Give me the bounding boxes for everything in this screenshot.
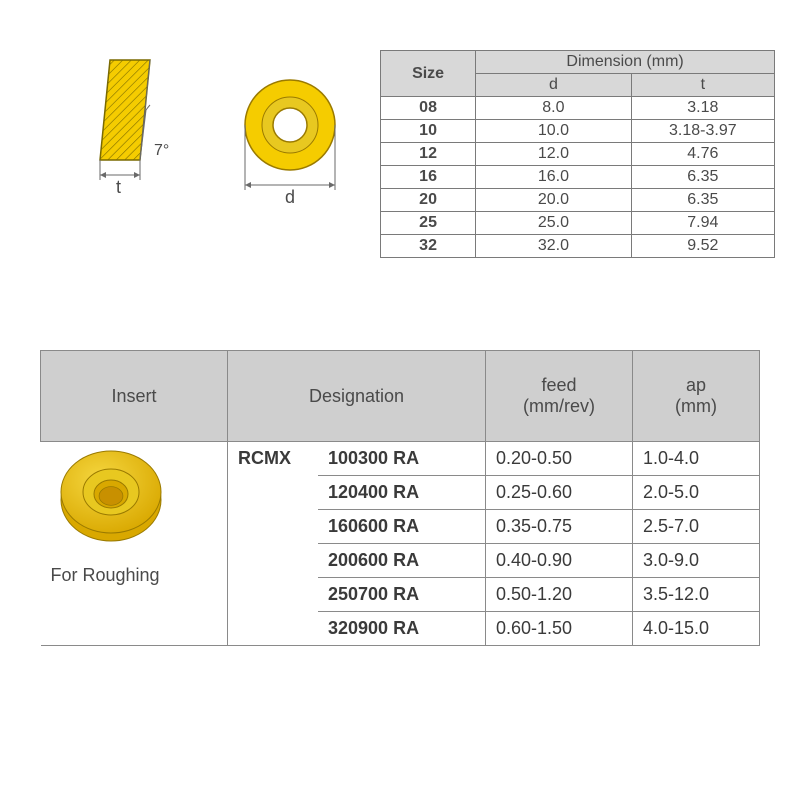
insert-caption: For Roughing [51, 565, 218, 586]
d-cell: 8.0 [476, 97, 632, 120]
header-dim: Dimension (mm) [476, 51, 775, 74]
table-header-row: Size Dimension (mm) [381, 51, 775, 74]
header-designation: Designation [228, 351, 486, 442]
table-row: 088.03.18 [381, 97, 775, 120]
ap-cell: 2.5-7.0 [633, 510, 760, 544]
t-label: t [116, 177, 121, 197]
round-insert-icon [51, 448, 171, 548]
table-row: 3232.09.52 [381, 235, 775, 258]
size-cell: 25 [381, 212, 476, 235]
header-ap: ap (mm) [633, 351, 760, 442]
insert-header-row: Insert Designation feed (mm/rev) ap (mm) [41, 351, 760, 442]
d-cell: 12.0 [476, 143, 632, 166]
feed-cell: 0.25-0.60 [486, 476, 633, 510]
size-cell: 32 [381, 235, 476, 258]
t-cell: 4.76 [631, 143, 774, 166]
feed-cell: 0.20-0.50 [486, 442, 633, 476]
insert-table: Insert Designation feed (mm/rev) ap (mm)… [40, 350, 760, 646]
ap-cell: 3.5-12.0 [633, 578, 760, 612]
t-cell: 6.35 [631, 189, 774, 212]
dimension-table: Size Dimension (mm) d t 088.03.181010.03… [380, 50, 775, 258]
table-row: 2525.07.94 [381, 212, 775, 235]
insert-top-diagram: d [230, 70, 360, 225]
angle-label: 7° [154, 142, 169, 159]
table-row: For Roughing RCMX100300 RA0.20-0.501.0-4… [41, 442, 760, 476]
header-size: Size [381, 51, 476, 97]
insert-image-cell: For Roughing [41, 442, 228, 646]
code-cell: 250700 RA [318, 578, 486, 612]
header-t: t [631, 74, 774, 97]
feed-cell: 0.60-1.50 [486, 612, 633, 646]
size-cell: 20 [381, 189, 476, 212]
t-cell: 6.35 [631, 166, 774, 189]
table-row: 1212.04.76 [381, 143, 775, 166]
t-cell: 9.52 [631, 235, 774, 258]
table-row: 1616.06.35 [381, 166, 775, 189]
t-cell: 7.94 [631, 212, 774, 235]
ap-cell: 4.0-15.0 [633, 612, 760, 646]
insert-side-diagram: 7° t [90, 50, 210, 225]
size-cell: 10 [381, 120, 476, 143]
feed-cell: 0.50-1.20 [486, 578, 633, 612]
d-cell: 16.0 [476, 166, 632, 189]
code-cell: 120400 RA [318, 476, 486, 510]
d-cell: 25.0 [476, 212, 632, 235]
ap-cell: 3.0-9.0 [633, 544, 760, 578]
header-feed: feed (mm/rev) [486, 351, 633, 442]
t-cell: 3.18 [631, 97, 774, 120]
size-cell: 12 [381, 143, 476, 166]
header-d: d [476, 74, 632, 97]
d-cell: 20.0 [476, 189, 632, 212]
code-cell: 160600 RA [318, 510, 486, 544]
d-cell: 10.0 [476, 120, 632, 143]
header-insert: Insert [41, 351, 228, 442]
d-cell: 32.0 [476, 235, 632, 258]
code-cell: 320900 RA [318, 612, 486, 646]
feed-cell: 0.35-0.75 [486, 510, 633, 544]
table-row: 1010.03.18-3.97 [381, 120, 775, 143]
size-cell: 16 [381, 166, 476, 189]
table-row: 2020.06.35 [381, 189, 775, 212]
ap-cell: 2.0-5.0 [633, 476, 760, 510]
ap-cell: 1.0-4.0 [633, 442, 760, 476]
top-section: 7° t d Size Dimension (mm) [60, 50, 760, 270]
code-cell: 100300 RA [318, 442, 486, 476]
code-cell: 200600 RA [318, 544, 486, 578]
size-cell: 08 [381, 97, 476, 120]
feed-cell: 0.40-0.90 [486, 544, 633, 578]
d-label: d [285, 187, 295, 207]
t-cell: 3.18-3.97 [631, 120, 774, 143]
prefix-cell: RCMX [228, 442, 319, 646]
